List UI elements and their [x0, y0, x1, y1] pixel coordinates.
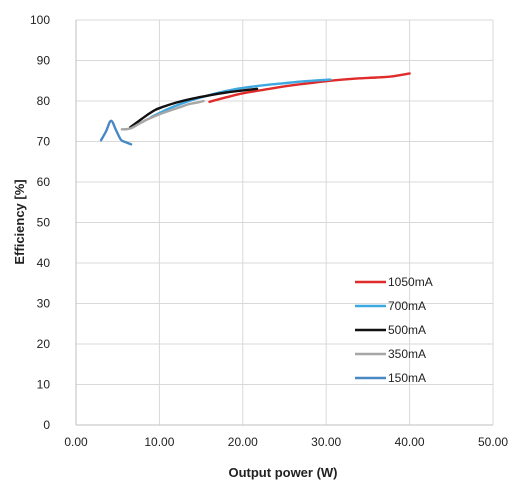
- x-tick-label: 30.00: [311, 435, 341, 449]
- x-tick-label: 20.00: [228, 435, 258, 449]
- y-tick-label: 20: [37, 337, 51, 351]
- series-lines: [99, 72, 411, 146]
- x-tick-label: 10.00: [144, 435, 174, 449]
- series-line-500mA: [129, 87, 259, 129]
- x-tick-label: 50.00: [478, 435, 508, 449]
- legend-label: 150mA: [388, 371, 426, 385]
- y-tick-label: 40: [37, 256, 51, 270]
- series-line-150mA: [99, 119, 133, 146]
- y-tick-label: 30: [37, 297, 51, 311]
- y-tick-label: 70: [37, 135, 51, 149]
- legend-label: 350mA: [388, 347, 426, 361]
- series-line-700mA: [149, 78, 332, 119]
- legend: 1050mA 700mA 500mA 350mA 150mA: [355, 275, 433, 385]
- legend-label: 700mA: [388, 299, 426, 313]
- tick-labels: 0 10 20 30 40 50 60 70 80 90 100 0.00 10.00 20.00 30.0…: [30, 13, 508, 449]
- x-tick-label: 0.00: [64, 435, 88, 449]
- y-tick-label: 0: [43, 418, 50, 432]
- x-tick-label: 40.00: [395, 435, 425, 449]
- y-axis-title: Efficiency [%]: [12, 179, 27, 264]
- legend-label: 1050mA: [388, 275, 433, 289]
- x-axis-title: Output power (W): [228, 465, 337, 480]
- y-tick-label: 80: [37, 94, 51, 108]
- axes: [75, 20, 493, 426]
- y-tick-label: 50: [37, 216, 51, 230]
- series-line-1050mA: [208, 72, 411, 104]
- y-tick-label: 60: [37, 175, 51, 189]
- y-tick-label: 90: [37, 54, 51, 68]
- y-tick-label: 100: [30, 13, 50, 27]
- series-line-350mA: [120, 99, 205, 131]
- grid: [76, 19, 494, 425]
- y-tick-label: 10: [37, 378, 51, 392]
- legend-label: 500mA: [388, 323, 426, 337]
